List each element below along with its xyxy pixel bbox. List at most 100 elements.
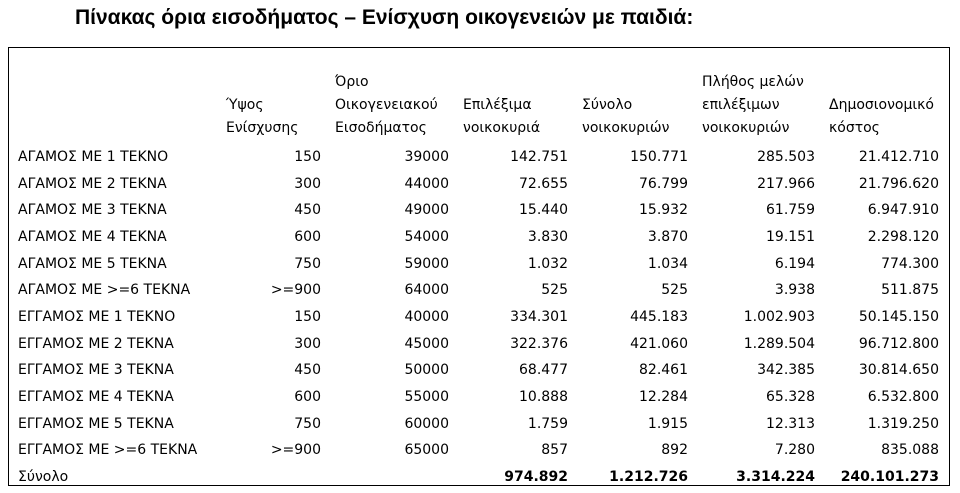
cell-income-limit: 60000	[404, 415, 449, 432]
cell-eligible-households: 68.477	[519, 362, 568, 379]
header-fiscal-cost: Δημοσιονομικό κόστος	[829, 97, 934, 136]
cell-eligible-households: 15.440	[519, 202, 568, 219]
cell-support-amount: 750	[294, 415, 321, 432]
cell-support-amount: >=900	[270, 442, 321, 459]
header-eligible-members: Πλήθος μελών επιλέξιμων νοικοκυριών	[702, 74, 804, 136]
cell-total-households: 1.034	[647, 255, 688, 272]
cell-category: ΕΓΓΑΜΟΣ ΜΕ >=6 ΤΕΚΝΑ	[18, 442, 198, 459]
header-category	[9, 48, 220, 144]
cell-income-limit: 54000	[404, 228, 449, 245]
header-income-limit: Όριο Οικογενειακού Εισοδήματος	[335, 74, 438, 136]
cell-category: ΕΓΓΑΜΟΣ ΜΕ 4 ΤΕΚΝΑ	[18, 389, 174, 406]
cell-total-households: 445.183	[630, 308, 688, 325]
table-row: ΑΓΑΜΟΣ ΜΕ 1 ΤΕΚΝΟ 150 39000 142.751 150.771 2…	[9, 144, 947, 171]
cell-category: ΕΓΓΑΜΟΣ ΜΕ 5 ΤΕΚΝΑ	[18, 415, 174, 432]
cell-category: ΑΓΑΜΟΣ ΜΕ 5 ΤΕΚΝΑ	[18, 255, 167, 272]
header-support-amount: Ύψος Ενίσχυσης	[226, 97, 299, 136]
cell-eligible-members: 65.328	[766, 389, 815, 406]
table-header: Ύψος Ενίσχυσης Όριο Οικογενειακού Εισοδή…	[9, 48, 947, 144]
cell-eligible-members: 1.002.903	[743, 308, 815, 325]
cell-fiscal-cost: 6.532.800	[867, 389, 939, 406]
cell-income-limit	[329, 464, 457, 491]
cell-eligible-households: 10.888	[519, 389, 568, 406]
cell-eligible-households: 3.830	[527, 228, 568, 245]
cell-income-limit: 39000	[404, 148, 449, 165]
cell-category: ΕΓΓΑΜΟΣ ΜΕ 2 ΤΕΚΝΑ	[18, 335, 174, 352]
income-limits-table-frame: Ύψος Ενίσχυσης Όριο Οικογενειακού Εισοδή…	[8, 47, 950, 486]
cell-total-households: 525	[661, 282, 688, 299]
cell-category: ΕΓΓΑΜΟΣ ΜΕ 3 ΤΕΚΝΑ	[18, 362, 174, 379]
table-row: ΑΓΑΜΟΣ ΜΕ 2 ΤΕΚΝΑ 300 44000 72.655 76.799 217…	[9, 171, 947, 198]
table-row: ΕΓΓΑΜΟΣ ΜΕ 1 ΤΕΚΝΟ 150 40000 334.301 445.183…	[9, 304, 947, 331]
cell-category: Σύνολο	[18, 469, 69, 486]
cell-total-households: 76.799	[639, 175, 688, 192]
cell-eligible-households: 974.892	[504, 469, 568, 486]
cell-support-amount: 450	[294, 362, 321, 379]
cell-fiscal-cost: 30.814.650	[858, 362, 939, 379]
cell-category: ΑΓΑΜΟΣ ΜΕ 1 ΤΕΚΝΟ	[18, 148, 169, 165]
cell-fiscal-cost: 1.319.250	[867, 415, 939, 432]
cell-income-limit: 50000	[404, 362, 449, 379]
cell-total-households: 3.870	[647, 228, 688, 245]
cell-income-limit: 59000	[404, 255, 449, 272]
header-total-households: Σύνολο νοικοκυριών	[582, 97, 670, 136]
cell-eligible-members: 217.966	[757, 175, 815, 192]
table-row: ΑΓΑΜΟΣ ΜΕ 5 ΤΕΚΝΑ 750 59000 1.032 1.034 6.194…	[9, 251, 947, 278]
cell-support-amount: 600	[294, 228, 321, 245]
total-row: Σύνολο 974.892 1.212.726 3.314.224 240.101.2…	[9, 464, 947, 491]
cell-total-households: 892	[661, 442, 688, 459]
cell-support-amount	[220, 464, 329, 491]
table-row: ΕΓΓΑΜΟΣ ΜΕ >=6 ΤΕΚΝΑ >=900 65000 857 892 7.28…	[9, 438, 947, 465]
header-row: Ύψος Ενίσχυσης Όριο Οικογενειακού Εισοδή…	[9, 48, 947, 144]
cell-fiscal-cost: 6.947.910	[867, 202, 939, 219]
cell-fiscal-cost: 240.101.273	[840, 469, 939, 486]
table-row: ΕΓΓΑΜΟΣ ΜΕ 4 ΤΕΚΝΑ 600 55000 10.888 12.284 65…	[9, 384, 947, 411]
cell-eligible-households: 322.376	[510, 335, 568, 352]
cell-category: ΑΓΑΜΟΣ ΜΕ 2 ΤΕΚΝΑ	[18, 175, 167, 192]
cell-income-limit: 40000	[404, 308, 449, 325]
cell-total-households: 82.461	[639, 362, 688, 379]
cell-fiscal-cost: 96.712.800	[858, 335, 939, 352]
cell-eligible-members: 3.314.224	[736, 469, 815, 486]
cell-fiscal-cost: 50.145.150	[858, 308, 939, 325]
cell-support-amount: 300	[294, 335, 321, 352]
page-title: Πίνακας όρια εισοδήματος – Ενίσχυση οικο…	[75, 6, 694, 29]
cell-income-limit: 65000	[404, 442, 449, 459]
cell-eligible-members: 342.385	[757, 362, 815, 379]
table-row: ΑΓΑΜΟΣ ΜΕ >=6 ΤΕΚΝΑ >=900 64000 525 525 3.938…	[9, 277, 947, 304]
cell-support-amount: >=900	[270, 282, 321, 299]
table-body: ΑΓΑΜΟΣ ΜΕ 1 ΤΕΚΝΟ 150 39000 142.751 150.771 2…	[9, 144, 947, 491]
table-row: ΑΓΑΜΟΣ ΜΕ 3 ΤΕΚΝΑ 450 49000 15.440 15.932 61.…	[9, 197, 947, 224]
cell-eligible-members: 61.759	[766, 202, 815, 219]
cell-eligible-members: 12.313	[766, 415, 815, 432]
cell-eligible-members: 3.938	[774, 282, 815, 299]
income-limits-table: Ύψος Ενίσχυσης Όριο Οικογενειακού Εισοδή…	[9, 48, 947, 491]
cell-total-households: 12.284	[639, 389, 688, 406]
table-row: ΑΓΑΜΟΣ ΜΕ 4 ΤΕΚΝΑ 600 54000 3.830 3.870 19.15…	[9, 224, 947, 251]
cell-category: ΕΓΓΑΜΟΣ ΜΕ 1 ΤΕΚΝΟ	[18, 308, 176, 325]
cell-fiscal-cost: 21.796.620	[858, 175, 939, 192]
header-eligible-households: Επιλέξιμα νοικοκυριά	[463, 97, 541, 136]
table-row: ΕΓΓΑΜΟΣ ΜΕ 3 ΤΕΚΝΑ 450 50000 68.477 82.461 34…	[9, 358, 947, 385]
cell-total-households: 15.932	[639, 202, 688, 219]
cell-total-households: 1.915	[647, 415, 688, 432]
cell-support-amount: 150	[294, 308, 321, 325]
cell-income-limit: 45000	[404, 335, 449, 352]
cell-eligible-households: 525	[541, 282, 568, 299]
cell-income-limit: 44000	[404, 175, 449, 192]
cell-income-limit: 49000	[404, 202, 449, 219]
cell-eligible-households: 334.301	[510, 308, 568, 325]
cell-category: ΑΓΑΜΟΣ ΜΕ 4 ΤΕΚΝΑ	[18, 228, 167, 245]
cell-eligible-members: 1.289.504	[743, 335, 815, 352]
cell-eligible-households: 1.032	[527, 255, 568, 272]
cell-eligible-households: 142.751	[510, 148, 568, 165]
cell-support-amount: 300	[294, 175, 321, 192]
cell-eligible-members: 19.151	[766, 228, 815, 245]
cell-fiscal-cost: 774.300	[881, 255, 939, 272]
cell-eligible-households: 72.655	[519, 175, 568, 192]
table-row: ΕΓΓΑΜΟΣ ΜΕ 2 ΤΕΚΝΑ 300 45000 322.376 421.060…	[9, 331, 947, 358]
table-row: ΕΓΓΑΜΟΣ ΜΕ 5 ΤΕΚΝΑ 750 60000 1.759 1.915 12.3…	[9, 411, 947, 438]
cell-income-limit: 64000	[404, 282, 449, 299]
cell-total-households: 1.212.726	[609, 469, 688, 486]
cell-eligible-members: 7.280	[774, 442, 815, 459]
